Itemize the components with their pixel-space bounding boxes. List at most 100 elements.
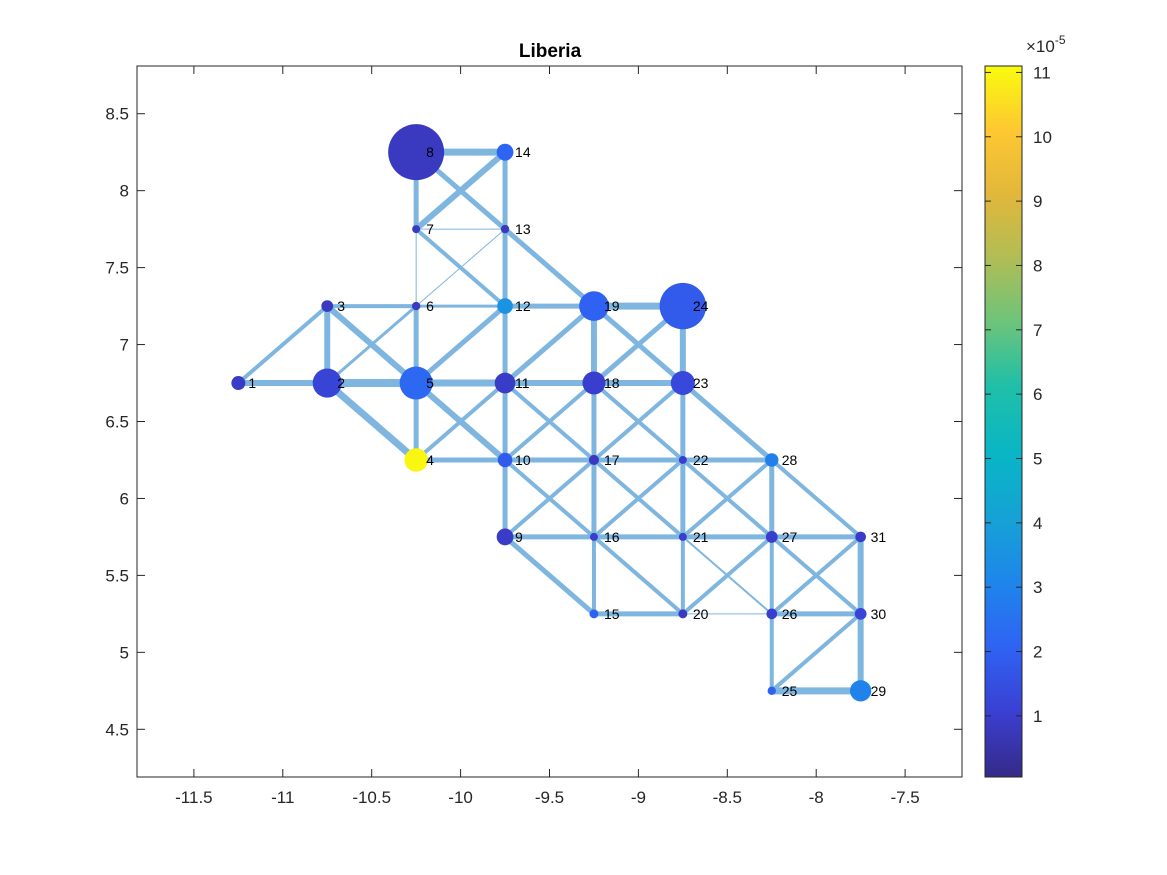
colorbar-tick-label: 9 <box>1033 192 1042 211</box>
y-tick-label: 8 <box>120 182 129 201</box>
node-label-20: 20 <box>693 606 709 622</box>
node-label-4: 4 <box>426 452 434 468</box>
node-label-13: 13 <box>515 221 531 237</box>
network-edges <box>237 148 864 695</box>
edge-27-30 <box>770 535 862 616</box>
node-label-16: 16 <box>604 529 620 545</box>
node-19 <box>579 291 609 321</box>
node-1 <box>231 376 246 391</box>
y-tick-label: 8.5 <box>105 105 129 124</box>
colorbar-tick-label: 8 <box>1033 256 1042 275</box>
colorbar-tick-label: 5 <box>1033 449 1042 468</box>
node-label-5: 5 <box>426 375 434 391</box>
node-5 <box>399 366 433 400</box>
colorbar-exponent-power: -5 <box>1055 33 1066 47</box>
node-2 <box>312 368 342 398</box>
colorbar-exponent: ×10-5 <box>1026 33 1066 56</box>
x-tick-label: -7.5 <box>890 788 919 807</box>
node-9 <box>496 528 514 546</box>
edge-10-16 <box>503 458 596 539</box>
node-label-14: 14 <box>515 144 531 160</box>
y-tick-label: 7 <box>120 336 129 355</box>
y-tick-label: 5 <box>120 643 129 662</box>
node-6 <box>411 301 421 311</box>
node-label-29: 29 <box>871 683 887 699</box>
edge-11-17 <box>503 381 596 462</box>
node-label-21: 21 <box>693 529 709 545</box>
node-7 <box>412 225 421 234</box>
node-25 <box>767 686 776 696</box>
node-label-15: 15 <box>604 606 620 622</box>
y-tick-label: 6 <box>120 489 129 508</box>
node-label-7: 7 <box>426 221 434 237</box>
edge-16-20 <box>592 535 685 616</box>
node-21 <box>678 532 687 541</box>
edge-22-27 <box>681 458 774 539</box>
colorbar-tick-label: 4 <box>1033 514 1042 533</box>
node-29 <box>850 680 872 702</box>
node-23 <box>670 370 695 396</box>
network-nodes <box>231 124 872 702</box>
colorbar-tick-label: 1 <box>1033 707 1042 726</box>
x-tick-label: -8.5 <box>713 788 742 807</box>
node-label-28: 28 <box>782 452 798 468</box>
node-label-18: 18 <box>604 375 620 391</box>
node-label-9: 9 <box>515 529 523 545</box>
edge-1-3 <box>237 304 329 385</box>
colorbar <box>984 65 1023 778</box>
node-label-11: 11 <box>515 375 530 391</box>
x-tick-label: -11.5 <box>175 788 213 807</box>
node-16 <box>589 532 598 541</box>
node-20 <box>678 609 688 619</box>
edge-11-19 <box>503 304 596 385</box>
chart-title: Liberia <box>519 41 582 62</box>
node-14 <box>496 143 514 161</box>
node-label-2: 2 <box>337 375 345 391</box>
node-label-10: 10 <box>515 452 531 468</box>
node-11 <box>494 372 516 394</box>
colorbar-exponent-base: ×10 <box>1026 37 1055 56</box>
edge-2-4 <box>324 380 419 463</box>
node-18 <box>582 371 606 395</box>
node-label-24: 24 <box>693 298 709 314</box>
edge-21-26 <box>682 536 773 615</box>
edge-7-12 <box>414 227 507 308</box>
x-tick-label: -10.5 <box>352 788 391 807</box>
node-labels: 1 234567891011121314151617181920212223242… <box>248 144 886 699</box>
node-22 <box>678 455 687 464</box>
x-tick-label: -9.5 <box>535 788 564 807</box>
node-27 <box>765 531 778 543</box>
colorbar-tick-label: 11 <box>1033 63 1051 82</box>
node-12 <box>497 298 513 314</box>
node-label-31: 31 <box>871 529 887 545</box>
node-31 <box>855 531 866 543</box>
colorbar-tick-label: 6 <box>1033 385 1042 404</box>
colorbar-tick-label: 2 <box>1033 643 1042 662</box>
node-label-27: 27 <box>782 529 798 545</box>
x-tick-label: -11 <box>271 788 294 807</box>
node-30 <box>854 607 867 620</box>
edge-23-28 <box>681 381 774 462</box>
node-label-23: 23 <box>693 375 709 391</box>
node-label-6: 6 <box>426 298 434 314</box>
node-label-17: 17 <box>604 452 620 468</box>
edge-9-15 <box>503 535 596 616</box>
node-label-3: 3 <box>337 298 345 314</box>
y-tick-label: 4.5 <box>105 720 129 739</box>
node-4 <box>404 448 428 472</box>
node-8 <box>388 124 445 181</box>
node-label-19: 19 <box>604 298 620 314</box>
edge-18-22 <box>592 381 685 462</box>
node-17 <box>588 454 599 466</box>
x-tick-label: -10 <box>448 788 473 807</box>
colorbar-tick-label: 7 <box>1033 321 1042 340</box>
colorbar-tick-label: 10 <box>1033 128 1052 147</box>
edge-5-12 <box>414 304 507 385</box>
node-label-12: 12 <box>515 298 531 314</box>
node-label-8: 8 <box>426 144 434 160</box>
x-tick-label: -9 <box>631 788 646 807</box>
edge-5-10 <box>414 380 508 463</box>
colorbar-ticks: 1 2 3 4 5 6 7 8 9 10 11 <box>985 63 1052 726</box>
axis-ticks: -11.5 -11 -10.5 -10 -9.5 -9 -8.5 -8 -7.5 4.5 5 5.5 6… <box>105 66 962 807</box>
